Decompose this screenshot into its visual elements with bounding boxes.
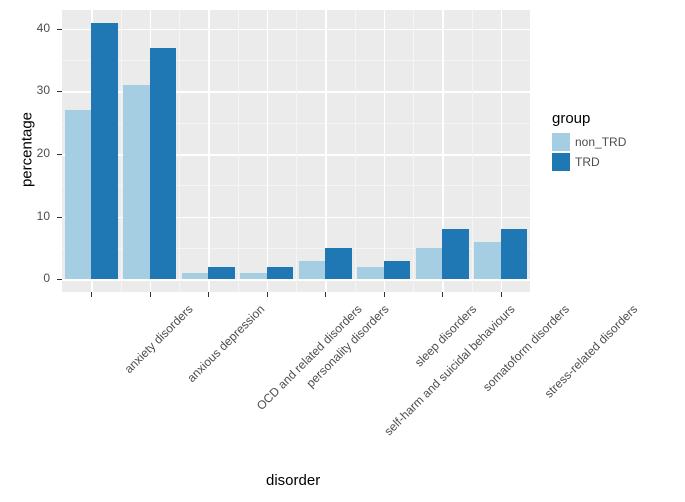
legend-key xyxy=(552,153,570,171)
chart-container: percentage disorder group non_TRDTRD 010… xyxy=(0,0,685,502)
x-tick-label: OCD and related disorders xyxy=(254,302,365,413)
gridline-major-v xyxy=(208,10,210,292)
bar xyxy=(357,267,383,280)
plot-panel xyxy=(62,10,530,292)
bar xyxy=(65,110,91,279)
bar xyxy=(299,261,325,280)
bar xyxy=(501,229,527,279)
x-tick-mark xyxy=(267,292,268,297)
legend-label: TRD xyxy=(575,155,600,169)
x-tick-mark xyxy=(91,292,92,297)
x-tick-mark xyxy=(501,292,502,297)
y-tick-mark xyxy=(57,279,62,280)
bar xyxy=(91,23,117,280)
x-tick-label: anxious depression xyxy=(184,302,267,385)
y-tick-label: 10 xyxy=(0,209,50,223)
gridline-minor-v xyxy=(296,10,297,292)
y-tick-label: 40 xyxy=(0,21,50,35)
gridline-minor-v xyxy=(355,10,356,292)
bar xyxy=(474,242,500,280)
gridline-minor-v xyxy=(179,10,180,292)
x-tick-mark xyxy=(150,292,151,297)
y-tick-label: 20 xyxy=(0,146,50,160)
y-tick-label: 0 xyxy=(0,271,50,285)
y-tick-mark xyxy=(57,29,62,30)
gridline-major-v xyxy=(384,10,386,292)
x-tick-mark xyxy=(384,292,385,297)
y-tick-mark xyxy=(57,217,62,218)
legend-title: group xyxy=(552,110,626,127)
gridline-minor-v xyxy=(238,10,239,292)
bar xyxy=(150,48,176,280)
bar xyxy=(384,261,410,280)
bar xyxy=(416,248,442,279)
y-tick-mark xyxy=(57,91,62,92)
legend-key xyxy=(552,133,570,151)
x-tick-mark xyxy=(442,292,443,297)
gridline-major-v xyxy=(267,10,269,292)
gridline-minor-v xyxy=(121,10,122,292)
x-tick-mark xyxy=(208,292,209,297)
x-tick-mark xyxy=(325,292,326,297)
legend-label: non_TRD xyxy=(575,135,626,149)
bar xyxy=(442,229,468,279)
bar xyxy=(325,248,351,279)
gridline-minor-v xyxy=(413,10,414,292)
bar xyxy=(208,267,234,280)
bar xyxy=(267,267,293,280)
bar xyxy=(240,273,266,279)
gridline-minor-v xyxy=(472,10,473,292)
legend-item: non_TRD xyxy=(552,133,626,151)
legend-item: TRD xyxy=(552,153,626,171)
bar xyxy=(182,273,208,279)
bar xyxy=(123,85,149,279)
y-tick-mark xyxy=(57,154,62,155)
x-axis-title: disorder xyxy=(266,472,320,489)
x-tick-label: anxiety disorders xyxy=(122,302,196,376)
y-tick-label: 30 xyxy=(0,83,50,97)
legend: group non_TRD TRD xyxy=(552,110,626,173)
